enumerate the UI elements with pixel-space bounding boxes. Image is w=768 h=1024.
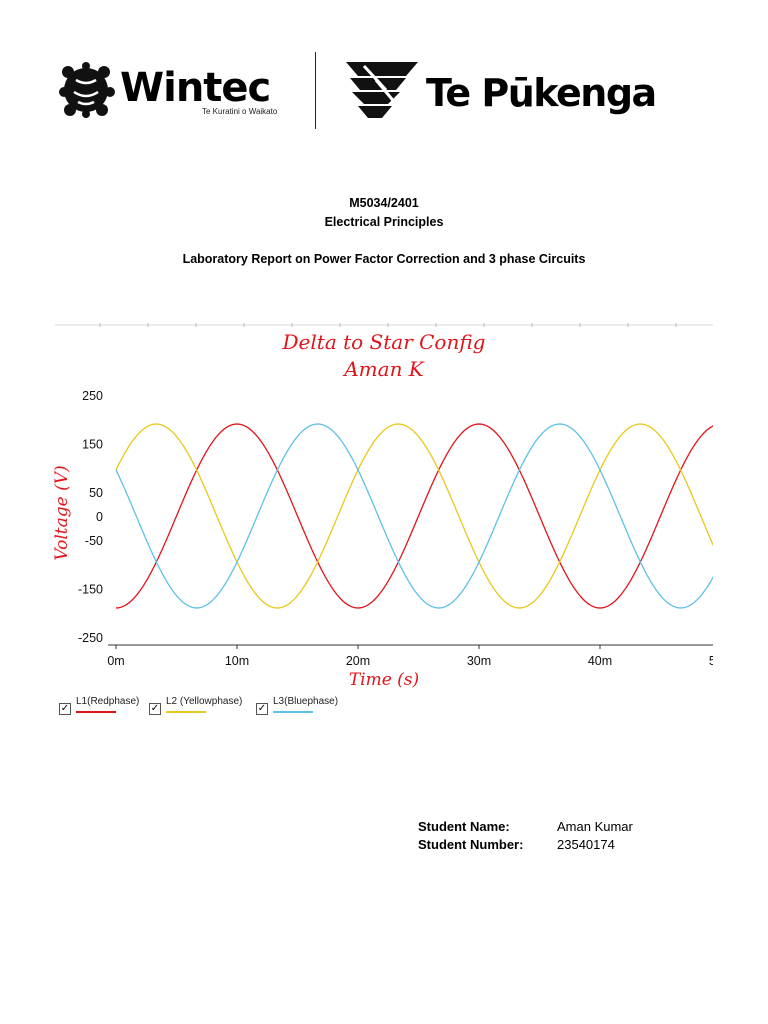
series-line-l1 (115, 423, 713, 609)
student-name-label: Student Name: (418, 819, 510, 834)
wintec-logo-text: Wintec (120, 65, 271, 111)
legend-swatch-l1 (76, 711, 116, 713)
y-tick-label: 50 (89, 486, 103, 500)
course-code: M5034/2401 (349, 196, 419, 210)
three-phase-voltage-chart: 0m 10m 20m 30m 40m 50m 250 150 50 0 -50 -150 -250 (55, 323, 713, 668)
wintec-logo-subtitle: Te Kuratini o Waikato (202, 107, 278, 116)
y-tick-label: 250 (82, 389, 103, 403)
x-axis-label: Time (s) (348, 670, 420, 690)
legend-label-l1: L1(Redphase) (76, 696, 140, 707)
x-tick-label: 20m (346, 654, 370, 668)
x-tick-label: 50m (709, 654, 713, 668)
y-axis-label: Voltage (V) (52, 465, 72, 561)
y-tick-label: 150 (82, 437, 103, 451)
series-line-l2 (115, 423, 713, 609)
x-tick-label: 10m (225, 654, 249, 668)
student-number-value: 23540174 (557, 837, 615, 852)
student-number-label: Student Number: (418, 837, 524, 852)
tepukenga-logo-text: Te Pūkenga (426, 71, 657, 115)
y-tick-label: -150 (78, 583, 103, 597)
series-line-l3 (115, 423, 713, 609)
legend-label-l3: L3(Bluephase) (273, 696, 339, 707)
legend-swatch-l3 (273, 711, 313, 713)
legend-swatch-l2 (166, 711, 206, 713)
legend-checkbox-l2[interactable]: ✓ (149, 703, 161, 715)
logo-divider (315, 52, 316, 129)
chart-legend: ✓ L1(Redphase) ✓ L2 (Yellowphase) ✓ L3(B… (55, 695, 475, 719)
y-tick-label: -50 (85, 534, 103, 548)
chart-title-line-2: Aman K (344, 357, 424, 381)
x-tick-label: 30m (467, 654, 491, 668)
tepukenga-logo-icon (346, 62, 418, 118)
wintec-logo-icon (59, 62, 115, 118)
legend-checkbox-l3[interactable]: ✓ (256, 703, 268, 715)
chart-title-line-1: Delta to Star Config (282, 330, 486, 354)
legend-label-l2: L2 (Yellowphase) (166, 696, 243, 707)
x-tick-label: 40m (588, 654, 612, 668)
y-tick-label: 0 (96, 510, 103, 524)
student-name-value: Aman Kumar (557, 819, 633, 834)
y-tick-label: -250 (78, 631, 103, 645)
x-tick-label: 0m (107, 654, 124, 668)
legend-checkbox-l1[interactable]: ✓ (59, 703, 71, 715)
report-title: Laboratory Report on Power Factor Correc… (182, 252, 586, 266)
course-name: Electrical Principles (324, 215, 444, 229)
logo-bar: Wintec Te Kuratini o Waikato Te Pūkenga (0, 0, 768, 160)
